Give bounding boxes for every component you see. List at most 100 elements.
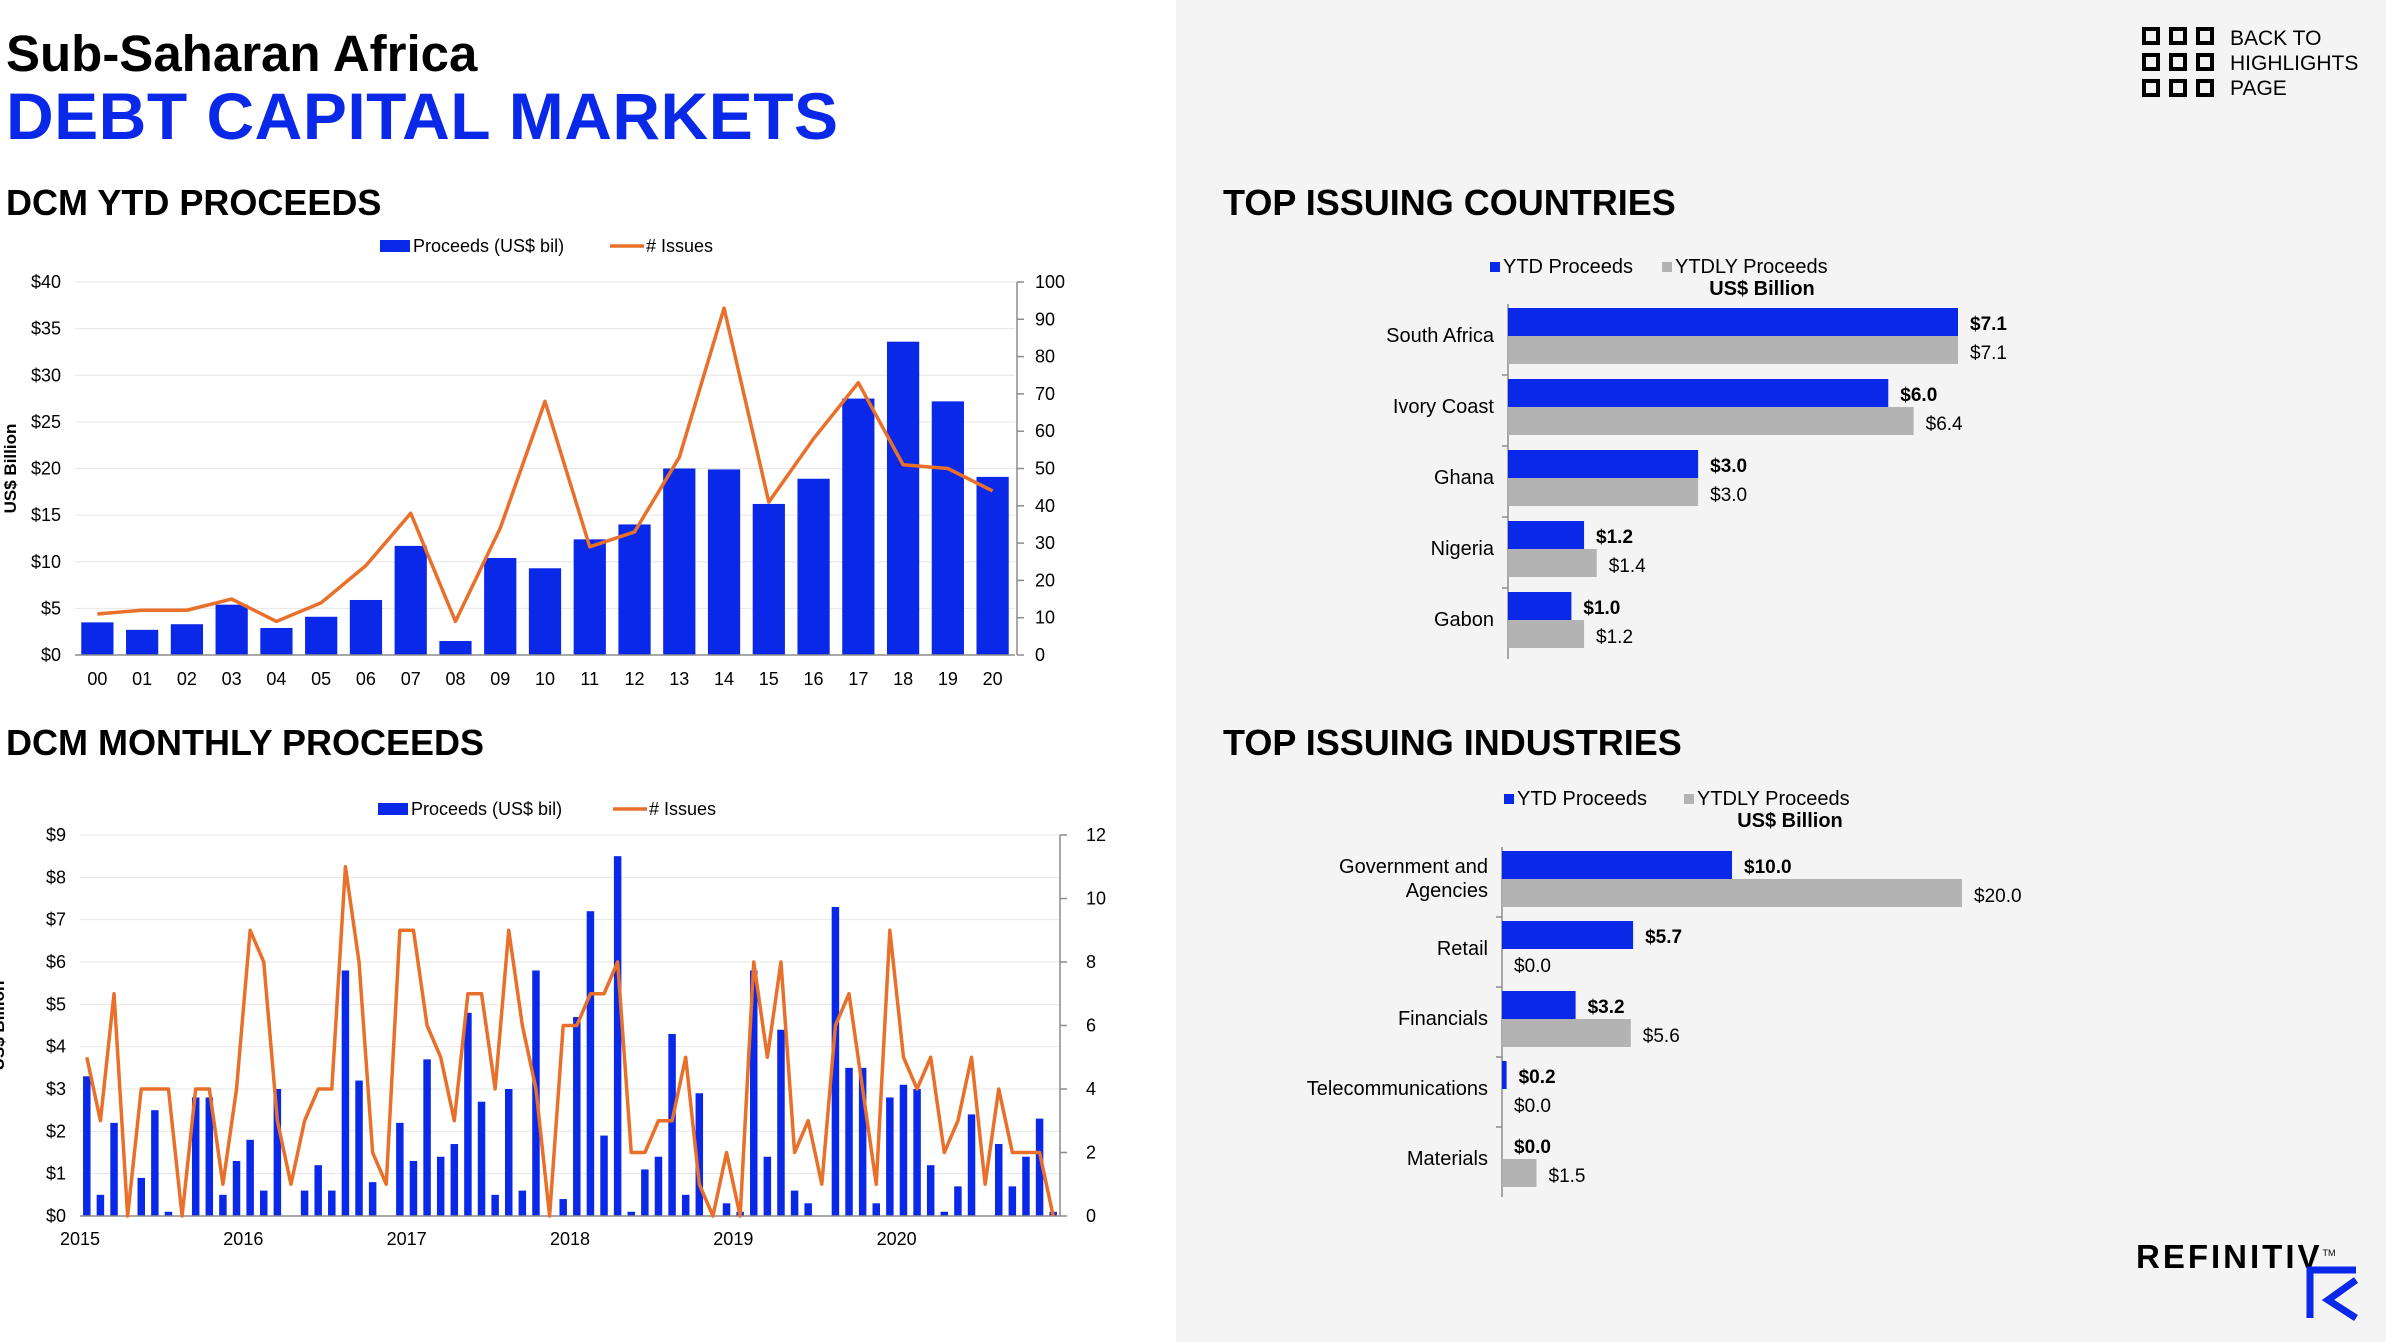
ytdly-value-label: $1.2 bbox=[1596, 627, 1633, 648]
bar bbox=[164, 1211, 173, 1216]
ytd-value-label: $6.0 bbox=[1900, 385, 1937, 406]
bar bbox=[328, 1190, 336, 1216]
bar bbox=[81, 622, 114, 655]
x-tick-label: 12 bbox=[625, 669, 645, 689]
y-tick-label: $15 bbox=[31, 505, 61, 525]
brand-name: REFINITIVTM bbox=[2136, 1238, 2336, 1276]
bar bbox=[845, 1067, 853, 1216]
bar bbox=[305, 616, 338, 655]
issues-line bbox=[97, 306, 994, 624]
legend-ytd-swatch bbox=[1504, 794, 1514, 804]
y2-tick-label: 30 bbox=[1035, 533, 1055, 553]
category-label: Materials bbox=[1407, 1148, 1488, 1170]
back-to-highlights-link[interactable]: BACK TO HIGHLIGHTS PAGE bbox=[2140, 26, 2380, 106]
bar bbox=[858, 1067, 867, 1216]
x-tick-label: 16 bbox=[804, 669, 824, 689]
category-label: South Africa bbox=[1386, 325, 1495, 347]
bar bbox=[763, 1156, 772, 1216]
category-label: Gabon bbox=[1434, 609, 1494, 631]
bar bbox=[804, 1203, 812, 1216]
bar bbox=[573, 1017, 581, 1216]
ytdly-value-label: $0.0 bbox=[1514, 1096, 1551, 1117]
bar bbox=[341, 970, 350, 1216]
y-tick-label: $1 bbox=[46, 1164, 66, 1184]
bar bbox=[886, 341, 920, 655]
y-tick-label: $0 bbox=[46, 1206, 66, 1226]
bar bbox=[396, 1122, 404, 1216]
bar bbox=[1022, 1156, 1030, 1216]
industries-section-title: TOP ISSUING INDUSTRIES bbox=[1223, 722, 1682, 763]
ytdly-bar bbox=[1508, 549, 1597, 577]
bar bbox=[232, 1160, 241, 1216]
x-tick-label: 07 bbox=[401, 669, 421, 689]
y-tick-label: $6 bbox=[46, 952, 66, 972]
bar bbox=[436, 1156, 445, 1216]
bar bbox=[273, 1089, 282, 1216]
bar bbox=[777, 1029, 785, 1216]
bar bbox=[83, 1076, 91, 1216]
y-tick-label: $40 bbox=[31, 272, 61, 292]
issues-line bbox=[85, 865, 1055, 1218]
y-tick-label: $35 bbox=[31, 319, 61, 339]
bar bbox=[831, 906, 840, 1216]
bar bbox=[151, 1110, 159, 1216]
ytd-bar bbox=[1502, 1061, 1507, 1089]
bar bbox=[349, 599, 383, 655]
x-tick-label: 18 bbox=[893, 669, 913, 689]
y2-tick-label: 20 bbox=[1035, 570, 1055, 590]
x-tick-label: 09 bbox=[490, 669, 510, 689]
bar bbox=[586, 911, 595, 1216]
bar bbox=[1035, 1118, 1044, 1216]
x-tick-label: 02 bbox=[177, 669, 197, 689]
ytdly-value-label: $0.0 bbox=[1514, 956, 1551, 977]
category-label: Government and bbox=[1339, 856, 1488, 878]
bar bbox=[668, 1033, 676, 1216]
ytd-value-label: $5.7 bbox=[1645, 927, 1682, 948]
bar bbox=[260, 627, 293, 655]
bar bbox=[491, 1194, 499, 1216]
bar bbox=[246, 1139, 254, 1216]
bar bbox=[641, 1169, 649, 1216]
bar bbox=[219, 1194, 227, 1216]
category-label: Retail bbox=[1437, 938, 1488, 960]
y-tick-label: $7 bbox=[46, 910, 66, 930]
back-link-label: BACK TO HIGHLIGHTS PAGE bbox=[2230, 27, 2359, 100]
bar bbox=[409, 1160, 418, 1216]
bar bbox=[940, 1211, 949, 1216]
y-tick-label: $5 bbox=[46, 994, 66, 1014]
legend-ytd-swatch bbox=[1490, 262, 1500, 272]
legend-ytdly-swatch bbox=[1684, 794, 1694, 804]
monthly-proceeds-chart: $0 $1 $2 $3 $4 $5 $6 $7 $8 $9 0 2 4 6 8 10 12 US$ Billion… bbox=[0, 799, 1106, 1249]
bar bbox=[931, 401, 964, 655]
bar bbox=[170, 624, 204, 655]
bar bbox=[627, 1211, 635, 1216]
bar bbox=[368, 1182, 377, 1216]
ytd-value-label: $3.2 bbox=[1588, 997, 1625, 1018]
ytdly-value-label: $20.0 bbox=[1974, 886, 2022, 907]
bar bbox=[505, 1089, 513, 1216]
ytdly-bar bbox=[1508, 336, 1958, 364]
x-tick-label: 01 bbox=[132, 669, 152, 689]
y-tick-label: $10 bbox=[31, 552, 61, 572]
y2-tick-label: 4 bbox=[1086, 1079, 1096, 1099]
bar bbox=[663, 468, 696, 655]
ytdly-bar bbox=[1508, 478, 1699, 506]
countries-section-title: TOP ISSUING COUNTRIES bbox=[1223, 182, 1676, 223]
y2-tick-label: 12 bbox=[1086, 825, 1106, 845]
x-tick-label: 03 bbox=[222, 669, 242, 689]
bar bbox=[842, 398, 875, 655]
brand-wordmark: REFINITIV bbox=[2136, 1238, 2323, 1275]
bar bbox=[573, 539, 606, 655]
y2-tick-label: 70 bbox=[1035, 384, 1055, 404]
ytdly-value-label: $7.1 bbox=[1970, 343, 2007, 364]
page-title: DEBT CAPITAL MARKETS bbox=[6, 79, 839, 153]
legend-bar-swatch bbox=[378, 803, 408, 815]
ytdly-bar bbox=[1502, 1159, 1537, 1187]
region-title: Sub-Saharan Africa bbox=[6, 25, 478, 82]
ytd-value-label: $7.1 bbox=[1970, 314, 2007, 335]
y-tick-label: $0 bbox=[41, 645, 61, 665]
ytd-bar bbox=[1508, 592, 1572, 620]
y2-tick-label: 6 bbox=[1086, 1016, 1096, 1036]
bar bbox=[613, 856, 622, 1216]
